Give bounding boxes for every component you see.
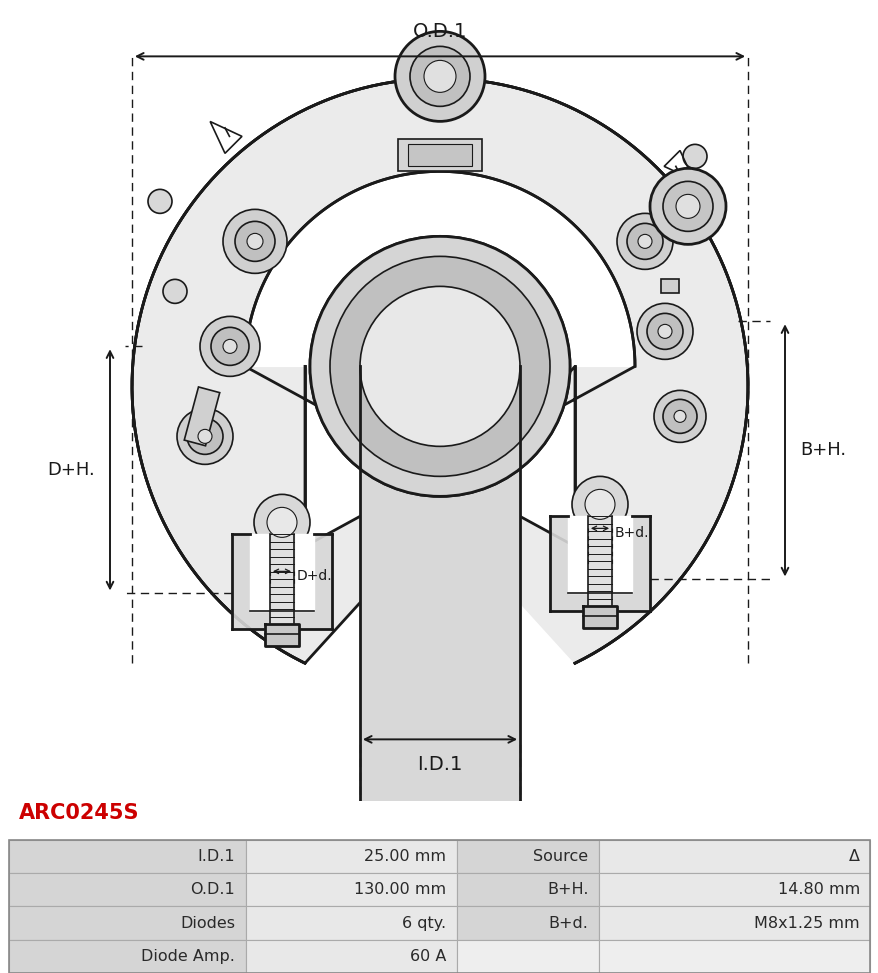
Circle shape <box>637 234 651 248</box>
Polygon shape <box>360 367 520 966</box>
Circle shape <box>653 390 705 443</box>
Circle shape <box>626 224 662 260</box>
Text: Δ: Δ <box>848 849 859 864</box>
Text: D+H.: D+H. <box>47 461 95 479</box>
Polygon shape <box>184 387 220 446</box>
Circle shape <box>310 236 569 496</box>
Text: O.D.1: O.D.1 <box>191 883 235 897</box>
Text: B+d.: B+d. <box>615 526 649 540</box>
Circle shape <box>682 144 706 168</box>
Text: D+d.: D+d. <box>297 569 332 584</box>
Bar <box>598 940 869 973</box>
Circle shape <box>360 286 520 447</box>
Text: 130.00 mm: 130.00 mm <box>354 883 446 897</box>
Polygon shape <box>550 517 649 611</box>
Polygon shape <box>132 79 747 664</box>
Bar <box>598 840 869 873</box>
Circle shape <box>329 256 550 477</box>
Circle shape <box>646 313 682 349</box>
Text: B+H.: B+H. <box>546 883 588 897</box>
Circle shape <box>254 494 310 551</box>
Polygon shape <box>270 534 293 625</box>
Polygon shape <box>132 79 747 664</box>
Text: Diodes: Diodes <box>180 916 235 930</box>
Polygon shape <box>567 517 631 594</box>
Circle shape <box>223 340 237 353</box>
Polygon shape <box>232 534 332 630</box>
Bar <box>598 907 869 940</box>
Circle shape <box>637 304 692 359</box>
Text: B+d.: B+d. <box>548 916 588 930</box>
Text: O.D.1: O.D.1 <box>413 22 466 42</box>
Circle shape <box>649 168 725 244</box>
Circle shape <box>355 281 524 451</box>
Circle shape <box>234 222 275 262</box>
Bar <box>457 873 598 907</box>
Circle shape <box>385 311 494 421</box>
Bar <box>246 840 457 873</box>
FancyBboxPatch shape <box>398 139 481 171</box>
Circle shape <box>148 190 172 213</box>
Text: 60 A: 60 A <box>409 949 446 964</box>
Polygon shape <box>660 279 678 294</box>
Polygon shape <box>249 534 313 611</box>
Bar <box>457 940 598 973</box>
Circle shape <box>616 213 673 270</box>
FancyBboxPatch shape <box>407 144 471 166</box>
Bar <box>9 907 246 940</box>
Circle shape <box>310 236 569 496</box>
Circle shape <box>200 316 260 377</box>
Circle shape <box>572 477 627 532</box>
Bar <box>457 907 598 940</box>
Circle shape <box>247 234 263 249</box>
Bar <box>457 840 598 873</box>
Circle shape <box>675 195 699 218</box>
Circle shape <box>585 489 615 520</box>
Text: 6 qty.: 6 qty. <box>402 916 446 930</box>
Text: Source: Source <box>533 849 588 864</box>
Circle shape <box>673 411 685 422</box>
Circle shape <box>223 209 287 273</box>
Bar <box>246 907 457 940</box>
Polygon shape <box>245 171 634 973</box>
Circle shape <box>211 327 248 366</box>
Bar <box>9 840 869 973</box>
Text: I.D.1: I.D.1 <box>198 849 235 864</box>
Text: I.D.1: I.D.1 <box>417 755 462 775</box>
Polygon shape <box>265 625 299 646</box>
Bar <box>9 840 246 873</box>
Text: Diode Amp.: Diode Amp. <box>141 949 235 964</box>
Circle shape <box>423 60 456 92</box>
Bar <box>246 940 457 973</box>
Polygon shape <box>582 606 616 629</box>
Circle shape <box>176 409 233 464</box>
Bar <box>9 873 246 907</box>
Circle shape <box>394 31 485 122</box>
Bar <box>598 873 869 907</box>
Circle shape <box>409 47 470 106</box>
Text: B+H.: B+H. <box>799 442 846 459</box>
Text: 25.00 mm: 25.00 mm <box>364 849 446 864</box>
Circle shape <box>187 418 223 454</box>
Text: ARC0245S: ARC0245S <box>19 803 140 823</box>
Bar <box>9 940 246 973</box>
Bar <box>246 873 457 907</box>
Circle shape <box>267 507 297 537</box>
Polygon shape <box>587 517 611 606</box>
Circle shape <box>658 324 672 339</box>
Text: M8x1.25 mm: M8x1.25 mm <box>753 916 859 930</box>
Text: 14.80 mm: 14.80 mm <box>777 883 859 897</box>
Circle shape <box>662 399 696 433</box>
Circle shape <box>162 279 187 304</box>
Circle shape <box>198 429 212 444</box>
Circle shape <box>662 181 712 232</box>
